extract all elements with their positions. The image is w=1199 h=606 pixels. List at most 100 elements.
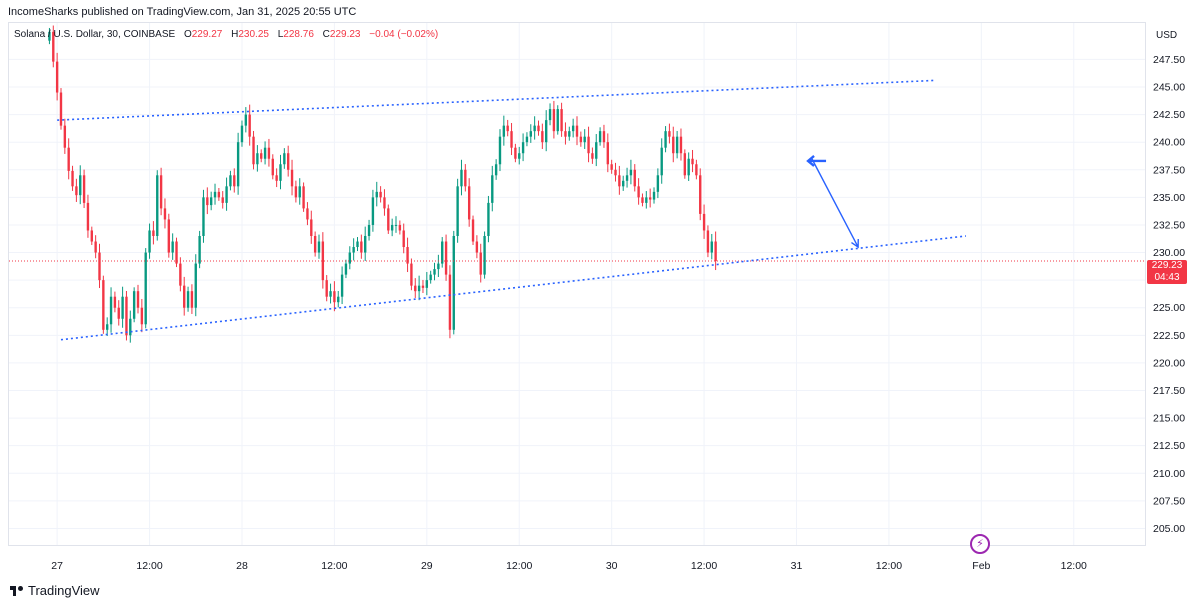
candle-body (448, 274, 452, 330)
symbol-label: Solana / U.S. Dollar, 30, COINBASE (14, 29, 176, 40)
current-price-tag: 229.23 04:43 (1147, 260, 1187, 284)
y-tick-label: 242.50 (1153, 109, 1185, 121)
candle-body (652, 191, 656, 200)
candle-body (140, 307, 144, 325)
candle-body (55, 61, 59, 93)
candle-body (491, 175, 494, 203)
publisher-line: IncomeSharks published on TradingView.co… (8, 6, 357, 18)
candle-body (213, 191, 217, 198)
candle-body (113, 296, 117, 308)
candle-body (209, 197, 213, 206)
candle-body (622, 180, 625, 187)
candle-body (506, 125, 509, 132)
candle-body (679, 136, 683, 154)
candle-body (152, 230, 155, 236)
candle-body (221, 197, 224, 203)
close-value: 229.23 (329, 29, 361, 40)
tradingview-brand: TradingView (28, 583, 100, 598)
candle-body (475, 241, 479, 253)
candle-body (518, 153, 521, 159)
candle-body (429, 274, 432, 281)
candle-body (283, 153, 286, 165)
candle-body (352, 247, 355, 253)
candle-body (271, 158, 274, 176)
candle-body (240, 125, 244, 143)
upper-trendline (57, 79, 936, 121)
candle-body (171, 241, 174, 253)
candle-body (595, 142, 598, 159)
y-tick-label: 207.50 (1153, 495, 1185, 507)
candle-body (121, 296, 124, 319)
close-key: C (322, 29, 330, 40)
x-tick-label: 12:00 (506, 560, 532, 572)
x-tick-label: 12:00 (136, 560, 162, 572)
candle-body (325, 280, 328, 297)
candle-body (579, 136, 583, 143)
low-key: L (277, 29, 284, 40)
high-value: 230.25 (238, 29, 269, 40)
lower-trendline (60, 235, 967, 341)
candle-body (614, 169, 617, 176)
candle-body (560, 109, 563, 132)
candle-body (82, 175, 86, 203)
candle-body (148, 230, 151, 253)
x-tick-label: 27 (51, 560, 63, 572)
y-tick-label: 245.00 (1153, 82, 1185, 94)
x-tick-label: Feb (972, 560, 990, 572)
y-tick-label: 215.00 (1153, 413, 1185, 425)
candle-body (260, 153, 263, 159)
candle-body (367, 224, 371, 236)
candle-body (525, 136, 529, 143)
x-tick-label: 28 (236, 560, 248, 572)
x-tick-label: 12:00 (691, 560, 717, 572)
chart-frame[interactable] (8, 22, 1145, 546)
candle-body (179, 263, 182, 286)
tradingview-logo[interactable]: TradingView (10, 583, 100, 598)
high-key: H (231, 29, 239, 40)
candle-body (498, 136, 502, 165)
candle-body (344, 263, 348, 275)
y-tick-label: 225.00 (1153, 302, 1185, 314)
projection-arrow (811, 158, 859, 248)
candle-body (163, 208, 167, 220)
bar-countdown: 04:43 (1154, 272, 1180, 283)
candle-body (275, 175, 278, 181)
candle-body (699, 175, 702, 214)
candle-body (591, 153, 594, 159)
candle-body (417, 285, 421, 292)
candle-body (94, 241, 97, 253)
candle-body (541, 131, 544, 143)
candle-body (706, 230, 710, 253)
candle-body (714, 241, 717, 262)
candle-body (691, 158, 694, 165)
candle-body (390, 224, 394, 231)
candle-body (529, 131, 532, 137)
replay-lightning-icon[interactable]: ⚡ (970, 534, 990, 554)
price-axis[interactable] (1145, 22, 1199, 546)
candle-body (548, 109, 552, 121)
candle-body (425, 280, 429, 288)
x-tick-label: 12:00 (876, 560, 902, 572)
candle-body (544, 120, 548, 143)
candle-body (52, 31, 55, 62)
candle-body (348, 252, 351, 264)
candle-body (464, 169, 467, 187)
candle-body (71, 170, 74, 187)
candle-body (310, 219, 313, 236)
candle-body (533, 125, 536, 132)
candle-body (286, 153, 290, 170)
candle-body (660, 147, 663, 176)
candle-body (410, 263, 413, 286)
y-tick-label: 222.50 (1153, 330, 1185, 342)
candle-body (710, 241, 713, 253)
candle-body (641, 197, 644, 203)
currency-label[interactable]: USD (1156, 30, 1178, 41)
candle-body (364, 235, 367, 253)
y-tick-label: 247.50 (1153, 54, 1185, 66)
candle-body (687, 158, 690, 176)
candle-body (109, 296, 113, 325)
candle-body (675, 136, 679, 154)
candle-body (483, 235, 486, 275)
candle-body (190, 291, 194, 308)
